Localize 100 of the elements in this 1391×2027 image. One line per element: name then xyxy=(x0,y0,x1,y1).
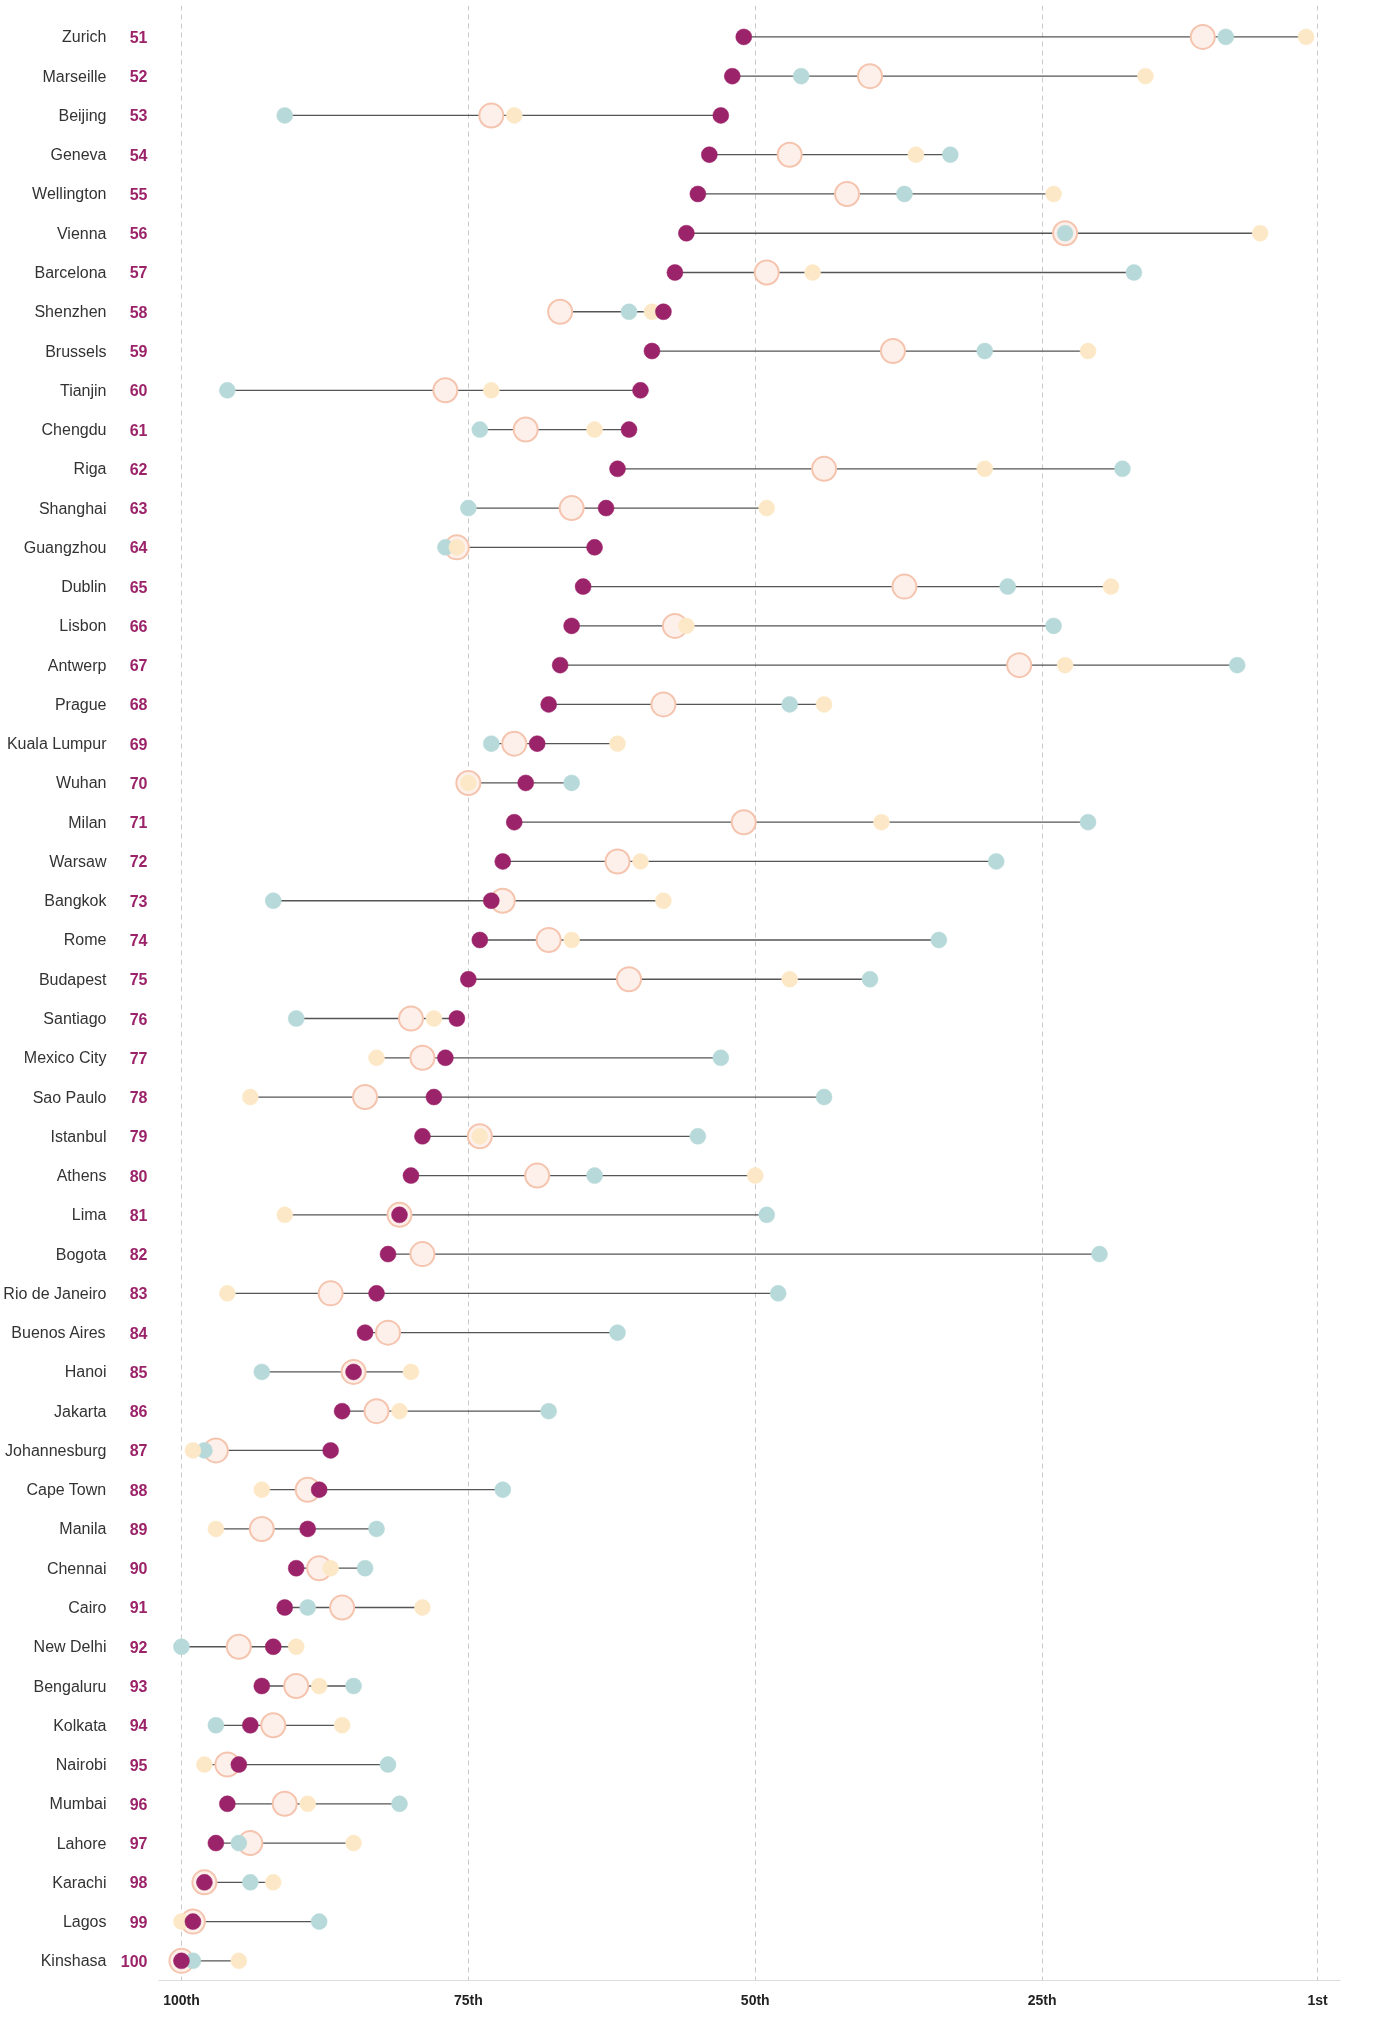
y-tick-label: Zurich xyxy=(62,28,107,46)
y-tick-label: Shanghai xyxy=(38,499,107,517)
y-tick-label: Antwerp xyxy=(47,656,107,674)
y-tick-label: Bogota xyxy=(55,1245,107,1263)
text: 54 xyxy=(129,146,148,164)
text: 59 xyxy=(129,343,148,361)
y-tick-label: Chengdu xyxy=(41,421,107,439)
y-tick-label: Beijing xyxy=(58,106,107,124)
y-tick-label: Budapest xyxy=(38,970,108,988)
y-tick-label: Lima xyxy=(71,1206,107,1224)
y-tick-label: Vienna xyxy=(56,224,107,242)
y-tick-label: Bangkok xyxy=(44,892,108,910)
text: 97 xyxy=(129,1835,148,1853)
text: 67 xyxy=(129,657,148,675)
text: 56 xyxy=(129,225,148,243)
text: 69 xyxy=(129,735,148,753)
y-tick-label: Buenos Aires xyxy=(11,1324,106,1342)
text: 85 xyxy=(129,1363,148,1381)
x-tick-label: 25th xyxy=(1027,1991,1057,2008)
y-tick-label: Mumbai xyxy=(49,1795,107,1813)
text: 58 xyxy=(129,303,148,321)
y-tick-label: Sao Paulo xyxy=(32,1088,107,1106)
text: 80 xyxy=(129,1167,148,1185)
text: 71 xyxy=(129,814,148,832)
text: 61 xyxy=(129,421,148,439)
text: 72 xyxy=(129,853,148,871)
y-tick-label: Warsaw xyxy=(49,852,107,870)
text: 91 xyxy=(129,1599,148,1617)
x-tick-label: 50th xyxy=(740,1991,770,2008)
y-tick-label: Lahore xyxy=(56,1834,107,1852)
y-tick-label: Santiago xyxy=(43,1010,107,1028)
y-tick-label: Chennai xyxy=(46,1559,107,1577)
y-tick-label: Shenzhen xyxy=(34,303,107,321)
y-tick-label: Johannesburg xyxy=(5,1441,107,1459)
text: 73 xyxy=(129,892,148,910)
text: 89 xyxy=(129,1520,148,1538)
y-tick-label: Kinshasa xyxy=(40,1952,107,1970)
text: 77 xyxy=(129,1049,148,1067)
y-tick-label: Nairobi xyxy=(55,1756,107,1774)
text: 74 xyxy=(129,931,148,949)
y-tick-label: Brussels xyxy=(45,342,107,360)
text: 95 xyxy=(129,1756,148,1774)
text: 76 xyxy=(129,1010,148,1028)
text: 53 xyxy=(129,107,148,125)
x-tick-label: 75th xyxy=(453,1991,483,2008)
y-tick-label: Istanbul xyxy=(50,1127,107,1145)
y-tick-label: New Delhi xyxy=(33,1638,107,1656)
y-tick-label: Wuhan xyxy=(56,774,107,792)
text: 79 xyxy=(129,1128,148,1146)
text: 57 xyxy=(129,264,148,282)
text: 60 xyxy=(129,382,148,400)
text: 92 xyxy=(129,1638,148,1656)
text: 96 xyxy=(129,1795,148,1813)
y-tick-label: Lisbon xyxy=(59,617,107,635)
text: 75 xyxy=(129,971,148,989)
text: 62 xyxy=(129,460,148,478)
text: 70 xyxy=(129,774,148,792)
y-tick-label: Tianjin xyxy=(59,381,107,399)
text: 88 xyxy=(129,1481,148,1499)
y-tick-label: Dublin xyxy=(61,578,107,596)
text: 63 xyxy=(129,500,148,518)
y-tick-label: Guangzhou xyxy=(23,538,107,556)
y-tick-label: Kuala Lumpur xyxy=(6,735,108,753)
y-tick-label: Geneva xyxy=(50,146,107,164)
text: 83 xyxy=(129,1285,148,1303)
text: 82 xyxy=(129,1246,148,1264)
y-tick-label: Marseille xyxy=(42,67,107,85)
text: 87 xyxy=(129,1442,148,1460)
text: 66 xyxy=(129,617,148,635)
text: 64 xyxy=(129,539,148,557)
text: 99 xyxy=(129,1913,148,1931)
y-tick-label: Riga xyxy=(73,460,107,478)
y-tick-label: Barcelona xyxy=(34,264,107,281)
y-tick-label: Karachi xyxy=(52,1873,107,1891)
text: 78 xyxy=(129,1089,148,1107)
y-tick-label: Prague xyxy=(54,695,107,713)
y-tick-label: Jakarta xyxy=(54,1402,107,1420)
y-tick-label: Wellington xyxy=(32,185,107,203)
text: 98 xyxy=(129,1874,148,1892)
x-tick-label: 100th xyxy=(163,1991,200,2008)
y-tick-label: Rio de Janeiro xyxy=(3,1284,107,1302)
y-tick-label: Milan xyxy=(68,813,107,831)
text: 81 xyxy=(129,1206,148,1224)
y-tick-label: Lagos xyxy=(62,1913,107,1931)
text: 65 xyxy=(129,578,148,596)
x-tick-label: 1st xyxy=(1307,1991,1328,2008)
y-tick-label: Hanoi xyxy=(64,1363,107,1381)
text: 90 xyxy=(129,1560,148,1578)
y-tick-label: Cape Town xyxy=(26,1481,107,1499)
text: 86 xyxy=(129,1403,148,1421)
text: 84 xyxy=(129,1324,148,1342)
y-tick-label: Bengaluru xyxy=(33,1677,107,1695)
y-tick-label: Kolkata xyxy=(53,1716,107,1734)
text: 93 xyxy=(129,1678,148,1696)
y-tick-label: Mexico City xyxy=(23,1049,107,1067)
y-tick-label: Manila xyxy=(59,1520,107,1538)
y-tick-label: Cairo xyxy=(68,1598,107,1616)
text: 51 xyxy=(129,28,148,46)
text: 52 xyxy=(129,68,148,86)
text: 94 xyxy=(129,1717,148,1735)
